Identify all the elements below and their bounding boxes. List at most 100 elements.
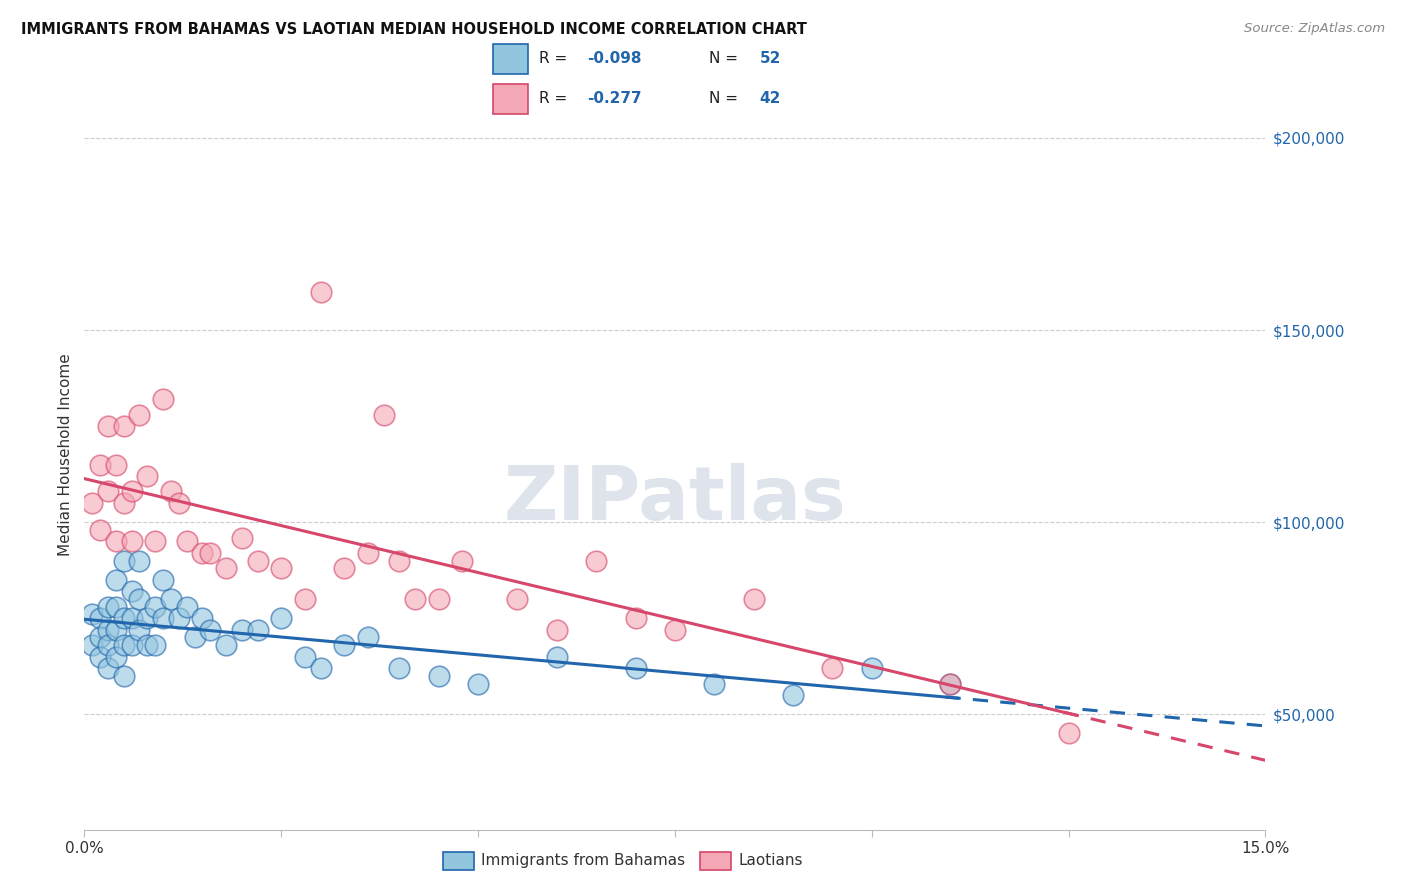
Point [121,611,143,625]
Point [546,649,568,664]
Bar [492,44,527,74]
Point [121,484,143,499]
Text: Laotians: Laotians [738,854,803,868]
Point [112,611,135,625]
Bar [492,84,527,113]
Point [97,623,120,637]
Point [136,611,159,625]
Point [97,419,120,434]
Point [136,638,159,652]
Text: N =: N = [710,51,744,66]
Point [89,631,111,645]
Point [294,649,316,664]
Text: ZIPatlas: ZIPatlas [503,463,846,536]
Point [373,408,395,422]
Point [624,661,647,675]
Point [82,638,104,652]
Point [160,484,183,499]
Point [357,546,380,560]
Point [585,553,607,567]
Point [939,676,962,690]
Point [152,611,174,625]
Point [246,553,269,567]
Point [128,553,150,567]
Point [104,573,127,587]
Point [121,584,143,599]
Point [294,592,316,607]
Point [89,611,111,625]
Point [160,592,183,607]
Point [183,631,205,645]
Point [215,561,238,575]
Point [112,638,135,652]
Text: 52: 52 [759,51,780,66]
Y-axis label: Median Household Income: Median Household Income [58,353,73,557]
Text: R =: R = [538,91,572,106]
Point [860,661,883,675]
Point [167,496,190,510]
Point [215,638,238,652]
Point [143,534,166,549]
Point [121,638,143,652]
Point [97,599,120,614]
Point [82,607,104,622]
Point [231,531,253,545]
Point [309,285,332,299]
Text: -0.098: -0.098 [588,51,643,66]
Point [89,523,111,537]
Point [333,561,356,575]
Point [664,623,686,637]
Point [467,676,489,690]
Point [128,592,150,607]
Point [546,623,568,637]
Point [152,573,174,587]
Point [427,592,450,607]
Point [176,534,198,549]
Point [104,458,127,472]
Point [427,669,450,683]
Text: -0.277: -0.277 [588,91,643,106]
Point [152,392,174,407]
Point [191,611,214,625]
Point [136,469,159,483]
Text: IMMIGRANTS FROM BAHAMAS VS LAOTIAN MEDIAN HOUSEHOLD INCOME CORRELATION CHART: IMMIGRANTS FROM BAHAMAS VS LAOTIAN MEDIA… [21,22,807,37]
Point [357,631,380,645]
Point [167,611,190,625]
Text: N =: N = [710,91,744,106]
Text: Source: ZipAtlas.com: Source: ZipAtlas.com [1244,22,1385,36]
Text: 42: 42 [759,91,780,106]
Point [231,623,253,637]
Point [388,553,411,567]
Point [112,553,135,567]
Point [624,611,647,625]
Point [121,534,143,549]
Text: R =: R = [538,51,572,66]
Point [451,553,474,567]
Point [270,611,292,625]
Point [506,592,529,607]
Point [742,592,765,607]
Point [112,669,135,683]
Point [97,484,120,499]
Point [404,592,426,607]
Point [112,419,135,434]
Point [309,661,332,675]
Point [270,561,292,575]
Point [246,623,269,637]
Point [143,599,166,614]
Point [176,599,198,614]
Point [821,661,844,675]
Point [333,638,356,652]
Point [89,458,111,472]
Point [782,688,804,702]
Point [939,676,962,690]
Point [104,623,127,637]
Point [104,599,127,614]
Point [104,534,127,549]
Point [388,661,411,675]
Point [82,496,104,510]
Point [200,546,222,560]
Point [1057,726,1080,740]
Point [191,546,214,560]
Text: Immigrants from Bahamas: Immigrants from Bahamas [481,854,685,868]
